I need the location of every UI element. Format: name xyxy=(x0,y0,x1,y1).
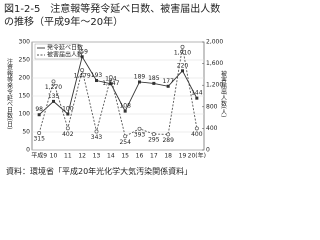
x-tick-label: 17 xyxy=(150,153,158,160)
x-tick-label: 11 xyxy=(64,153,72,160)
marker xyxy=(80,68,85,73)
data-label: 393 xyxy=(134,131,146,138)
y2-tick-label: 400 xyxy=(206,125,218,132)
data-label: 1,347 xyxy=(102,80,119,87)
data-label: 185 xyxy=(148,75,160,82)
data-label: 98 xyxy=(35,106,43,113)
y2-axis-label: 被害届出人数(人) xyxy=(220,70,227,117)
y-tick-label: 150 xyxy=(19,93,31,100)
y2-tick-label: 800 xyxy=(206,103,218,110)
data-label: 177 xyxy=(162,78,174,85)
y2-tick-label: 2,000 xyxy=(206,39,223,46)
marker xyxy=(166,84,170,88)
series-line xyxy=(38,55,198,116)
marker xyxy=(152,81,156,85)
marker xyxy=(80,55,84,59)
marker xyxy=(194,126,199,131)
y-axis-label: 注意報等発令延べ日数(日) xyxy=(6,58,13,129)
page: 図1-2-5 注意報等発令延べ日数、被害届出人数の推移（平成9年〜20年） 注意… xyxy=(4,4,227,176)
marker xyxy=(65,126,70,131)
marker xyxy=(151,132,156,137)
marker xyxy=(138,80,141,84)
x-tick-label: 15 xyxy=(121,153,129,160)
data-label: 295 xyxy=(148,137,160,144)
data-label: 1,270 xyxy=(45,84,62,91)
x-tick-label: 10 xyxy=(50,153,58,160)
x-tick-label: 18 xyxy=(164,153,172,160)
x-tick-label: 14 xyxy=(107,153,115,160)
marker xyxy=(180,44,185,49)
marker xyxy=(123,109,127,113)
marker xyxy=(37,131,42,135)
marker xyxy=(66,112,70,116)
legend-box xyxy=(34,43,80,60)
x-tick-label: 16 xyxy=(136,153,144,160)
marker xyxy=(108,75,113,80)
marker xyxy=(109,82,113,86)
x-tick-label: 20(年) xyxy=(188,152,206,160)
marker xyxy=(52,99,55,103)
marker xyxy=(181,69,184,73)
data-label: 1,910 xyxy=(174,49,191,56)
data-label: 259 xyxy=(76,48,88,55)
data-label: 289 xyxy=(162,137,174,144)
chart: 注意報等発令延べ日数(日) 被害届出人数(人) 0501001502002503… xyxy=(6,39,227,160)
y-tick-label: 200 xyxy=(19,75,31,82)
marker xyxy=(137,126,142,131)
legend-label: 被害届出人数 xyxy=(47,51,83,59)
x-tick-label: 19 xyxy=(179,153,187,160)
x-tick-label: 13 xyxy=(93,153,101,160)
data-label: 193 xyxy=(91,72,103,79)
data-label: 315 xyxy=(33,135,45,142)
legend-label: 発令延べ日数 xyxy=(47,44,83,52)
y-tick-label: 50 xyxy=(22,129,30,136)
y-tick-label: 250 xyxy=(19,57,31,64)
data-label: 100 xyxy=(62,106,74,113)
data-label: 343 xyxy=(91,134,103,141)
marker xyxy=(195,96,199,100)
marker xyxy=(37,113,41,117)
marker xyxy=(166,132,171,137)
data-label: 402 xyxy=(62,131,74,138)
data-label: 400 xyxy=(191,131,203,138)
marker xyxy=(95,79,98,83)
data-label: 220 xyxy=(177,62,189,69)
data-label: 189 xyxy=(134,73,146,80)
marker xyxy=(123,134,128,139)
x-tick-label: 12 xyxy=(78,153,86,160)
y2-tick-label: 1,200 xyxy=(206,82,223,89)
data-label: 135 xyxy=(48,93,60,100)
y2-tick-label: 0 xyxy=(206,147,210,154)
y-tick-label: 100 xyxy=(19,111,31,118)
data-label: 144 xyxy=(191,90,203,97)
data-label: 254 xyxy=(119,139,131,146)
x-tick-label: 平成9 xyxy=(31,152,47,160)
series-line xyxy=(38,46,198,137)
y-tick-label: 0 xyxy=(26,147,30,154)
marker xyxy=(51,79,56,84)
y2-tick-label: 1,600 xyxy=(206,60,223,67)
chart-title: 図1-2-5 注意報等発令延べ日数、被害届出人数の推移（平成9年〜20年） xyxy=(4,4,221,28)
source: 資料：環境省「平成20年光化学大気汚染関係資料」 xyxy=(6,167,193,176)
y-tick-label: 300 xyxy=(19,39,31,46)
data-label: 1,479 xyxy=(74,73,91,80)
data-label: 108 xyxy=(119,103,131,110)
marker xyxy=(94,129,99,134)
